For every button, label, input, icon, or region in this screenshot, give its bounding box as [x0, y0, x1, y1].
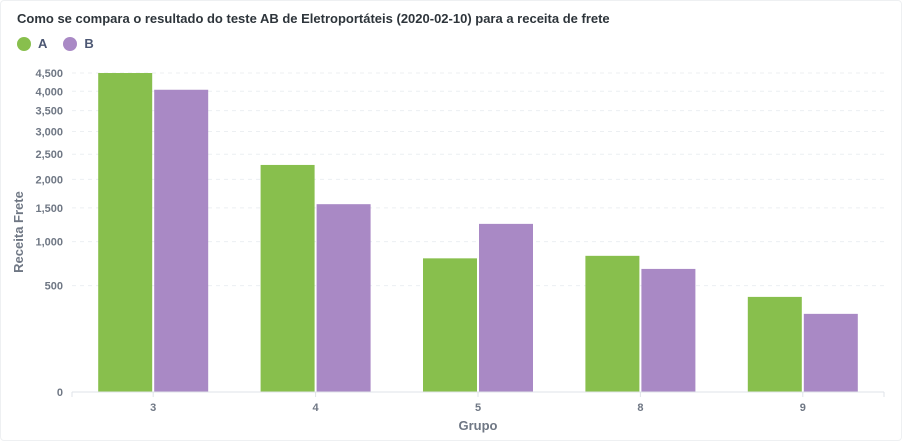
y-tick-label: 3,000 — [35, 127, 63, 139]
y-tick-label: 0 — [57, 387, 63, 399]
y-tick-label: 4,000 — [35, 86, 63, 98]
bar-b-4[interactable] — [316, 204, 371, 392]
x-tick-label: 8 — [637, 402, 643, 414]
y-axis-ticks: 0 500 1,000 1,500 2,000 2,500 3,000 3,500 4,000 4… — [35, 68, 63, 399]
bar-a-3[interactable] — [98, 73, 153, 393]
x-axis-ticks: 3 4 5 8 9 — [71, 392, 885, 414]
x-tick-label: 3 — [150, 402, 156, 414]
y-tick-label: 3,500 — [35, 106, 63, 118]
bars — [98, 73, 858, 393]
y-tick-label: 2,000 — [35, 174, 63, 186]
bar-b-3[interactable] — [154, 89, 209, 392]
x-tick-label: 4 — [313, 402, 320, 414]
bar-a-4[interactable] — [260, 164, 315, 392]
bar-a-5[interactable] — [423, 258, 477, 392]
x-tick-label: 9 — [800, 402, 806, 414]
legend-item-a[interactable]: A — [17, 36, 47, 51]
legend: A B — [17, 36, 94, 51]
y-tick-label: 4,500 — [35, 68, 63, 80]
legend-label-b: B — [84, 36, 94, 51]
bar-b-8[interactable] — [641, 268, 696, 392]
y-axis-title: Receita Frete — [11, 191, 26, 273]
x-tick-label: 5 — [475, 402, 481, 414]
legend-swatch-a — [17, 36, 31, 51]
chart-title: Como se compara o resultado do teste AB … — [17, 11, 610, 26]
x-axis-title: Grupo — [459, 418, 498, 433]
y-tick-label: 500 — [45, 281, 63, 293]
legend-item-b[interactable]: B — [63, 36, 94, 51]
bar-a-9[interactable] — [747, 296, 802, 392]
y-tick-label: 1,500 — [35, 203, 63, 215]
legend-label-a: A — [38, 36, 48, 51]
y-tick-label: 1,000 — [35, 237, 63, 249]
legend-swatch-b — [63, 36, 78, 51]
bar-b-9[interactable] — [803, 313, 858, 392]
bar-b-5[interactable] — [479, 223, 533, 392]
y-tick-label: 2,500 — [35, 149, 63, 161]
bar-a-8[interactable] — [585, 255, 640, 392]
